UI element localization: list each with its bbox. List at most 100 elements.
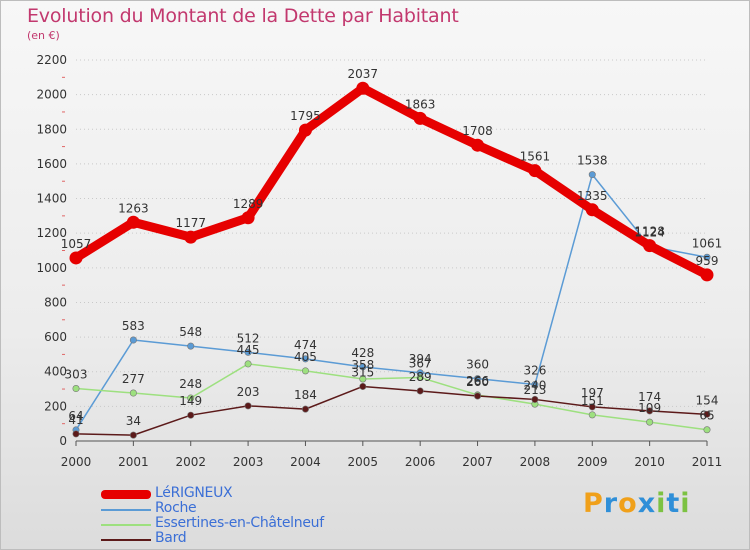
data-point [187,411,195,419]
chart-title: Evolution du Montant de la Dette par Hab… [27,5,459,27]
data-label: 394 [409,352,432,366]
data-label: 428 [351,346,374,360]
x-tick-label: 2004 [290,455,321,469]
data-point [585,203,599,217]
logo-letter: x [637,488,657,519]
y-tick-label: 200 [44,399,67,413]
data-label: 1708 [462,124,493,138]
data-label: 360 [466,358,489,372]
x-tick-label: 2002 [175,455,206,469]
y-tick-label: 1200 [36,226,67,240]
data-point [531,395,539,403]
y-tick-label: 1800 [36,122,67,136]
data-label: 303 [65,368,88,382]
series-line [75,363,708,431]
y-tick-label: 800 [44,295,67,309]
data-point [72,385,80,393]
data-label: 65 [699,409,714,423]
logo-letter: r [603,488,619,519]
data-label: 109 [638,401,661,415]
data-point [301,367,309,375]
data-label: 1177 [175,216,206,230]
data-point [643,239,657,253]
data-label: 289 [409,370,432,384]
y-tick-label: 600 [44,330,67,344]
data-label: 149 [179,394,202,408]
data-point [416,387,424,395]
series-line [75,385,708,436]
data-label: 1561 [520,150,551,164]
chart-unit: (en €) [27,29,60,42]
x-tick-label: 2007 [462,455,493,469]
data-label: 1128 [634,225,665,239]
data-label: 197 [581,386,604,400]
x-tick-label: 2006 [405,455,436,469]
logo-letter: i [680,488,691,519]
x-tick-label: 2008 [520,455,551,469]
data-label: 548 [179,325,202,339]
data-label: 266 [466,374,489,388]
y-tick-label: 1000 [36,261,67,275]
x-tick-label: 2009 [577,455,608,469]
data-point [646,418,654,426]
data-label: 151 [581,394,604,408]
legend-label: Essertines-en-Châtelneuf [155,515,324,531]
data-label: 405 [294,350,317,364]
legend-label: Roche [155,500,197,516]
x-tick-label: 2010 [634,455,665,469]
data-point [126,215,140,229]
logo-letter: o [618,488,638,519]
data-point [241,211,255,225]
legend-swatch [101,524,151,526]
data-label: 248 [179,377,202,391]
data-label: 1124 [634,225,665,239]
legend-label: Bard [155,530,187,546]
data-point [184,230,198,244]
data-label: 64 [68,409,83,423]
data-point [413,111,427,125]
data-point [703,253,711,261]
data-label: 174 [638,390,661,404]
data-point [703,410,711,418]
data-point [129,389,137,397]
data-point [700,268,714,282]
data-label: 203 [237,385,260,399]
data-point [298,123,312,137]
data-label: 326 [523,364,546,378]
data-label: 1061 [692,236,723,250]
data-point [359,363,367,371]
proxiti-logo: Proxiti [583,488,691,519]
data-point [187,394,195,402]
data-label: 1795 [290,109,321,123]
data-label: 1289 [233,197,264,211]
data-point [301,405,309,413]
data-label: 154 [696,393,719,407]
data-label: 1863 [405,97,436,111]
data-label: 512 [237,331,260,345]
data-point [474,375,482,383]
logo-letter: t [666,488,681,519]
data-point [588,403,596,411]
data-point [528,164,542,178]
data-point [244,402,252,410]
data-label: 1263 [118,201,149,215]
data-point [129,336,137,344]
data-point [129,431,137,439]
data-point [356,81,370,95]
data-label: 277 [122,372,145,386]
data-point [588,171,596,179]
data-point [588,411,596,419]
legend-label: LéRIGNEUX [155,485,233,501]
data-label: 474 [294,338,317,352]
data-point [244,348,252,356]
x-tick-label: 2003 [233,455,264,469]
legend-swatch [101,539,151,541]
series-line [75,173,708,431]
legend-swatch [101,490,151,499]
data-point [646,407,654,415]
data-point [359,375,367,383]
data-label: 34 [126,414,141,428]
data-point [416,373,424,381]
data-point [69,251,83,265]
logo-letter: P [583,488,604,519]
